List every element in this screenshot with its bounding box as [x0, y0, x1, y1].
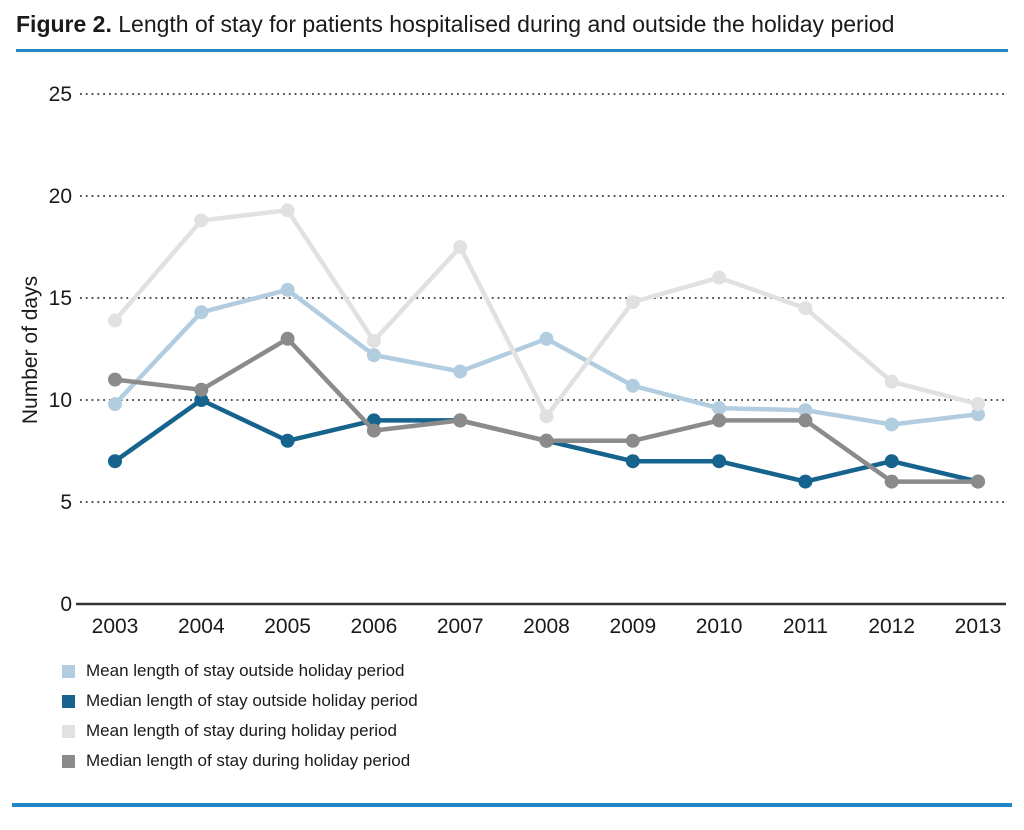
legend-item: Mean length of stay during holiday perio… — [62, 716, 418, 746]
y-tick-label: 25 — [49, 83, 72, 106]
data-point — [194, 213, 209, 228]
y-tick-label: 0 — [60, 593, 72, 616]
data-point — [194, 393, 209, 407]
data-point — [884, 374, 899, 389]
data-point — [625, 378, 640, 393]
data-point — [108, 397, 122, 412]
data-point — [453, 413, 468, 428]
y-axis-title: Number of days — [19, 275, 42, 425]
data-point — [280, 331, 295, 346]
legend-swatch-median-during — [62, 754, 75, 768]
legend-label: Mean length of stay during holiday perio… — [86, 721, 397, 740]
data-point — [712, 270, 727, 285]
x-tick-label: 2012 — [868, 615, 915, 638]
legend-swatch-mean-outside — [62, 664, 75, 678]
legend-swatch-median-outside — [62, 694, 75, 708]
legend-item: Mean length of stay outside holiday peri… — [62, 656, 418, 686]
x-tick-label: 2004 — [178, 615, 225, 638]
figure-title: Figure 2. Length of stay for patients ho… — [16, 9, 894, 39]
data-point — [280, 203, 295, 218]
chart-legend: Mean length of stay outside holiday peri… — [62, 656, 418, 776]
data-point — [884, 454, 899, 469]
data-point — [971, 407, 985, 422]
line-chart: 0 5 10 15 20 25 2003 2004 2005 2006 2007 2008 2009 20… — [49, 83, 1006, 638]
data-point — [712, 413, 727, 428]
x-tick-label: 2011 — [783, 615, 828, 638]
data-point — [712, 454, 727, 469]
legend-item: Median length of stay outside holiday pe… — [62, 686, 418, 716]
data-point — [194, 382, 209, 397]
data-point — [539, 433, 554, 448]
y-tick-label: 20 — [49, 185, 72, 208]
data-point — [453, 240, 468, 254]
data-point — [798, 403, 813, 418]
data-point — [453, 364, 468, 379]
x-tick-label: 2006 — [351, 615, 398, 638]
y-tick-label: 15 — [49, 287, 72, 310]
legend-label: Mean length of stay outside holiday peri… — [86, 661, 405, 680]
x-tick-label: 2009 — [609, 615, 656, 638]
data-point — [280, 282, 295, 297]
series-line-2 — [112, 208, 981, 419]
legend-item: Median length of stay during holiday per… — [62, 746, 418, 776]
data-point — [884, 417, 899, 432]
data-point — [194, 305, 209, 320]
legend-swatch-mean-during — [62, 724, 75, 738]
x-tick-label: 2003 — [92, 615, 139, 638]
data-point — [366, 423, 381, 438]
figure-number-label: Figure 2. — [16, 11, 112, 37]
x-tick-label: 2008 — [523, 615, 570, 638]
data-point — [625, 433, 640, 448]
data-point — [625, 295, 640, 310]
data-point — [539, 331, 554, 346]
data-point — [108, 454, 122, 469]
series-line-0 — [112, 287, 981, 427]
data-point — [625, 454, 640, 469]
legend-label: Median length of stay during holiday per… — [86, 751, 411, 770]
data-point — [366, 333, 381, 348]
figure-title-text: Length of stay for patients hospitalised… — [111, 11, 895, 37]
top-divider-rule — [16, 49, 1008, 52]
legend-label: Median length of stay outside holiday pe… — [86, 691, 418, 710]
x-tick-label: 2007 — [437, 615, 484, 638]
data-point — [884, 474, 899, 489]
bottom-divider-rule — [12, 803, 1012, 807]
data-point — [108, 372, 122, 387]
data-point — [971, 474, 985, 489]
data-point — [712, 401, 727, 416]
x-tick-label: 2005 — [264, 615, 311, 638]
data-point — [798, 474, 813, 489]
data-point — [971, 397, 985, 412]
y-tick-label: 10 — [49, 389, 72, 412]
x-tick-label: 2013 — [955, 615, 1002, 638]
data-point — [108, 313, 122, 328]
data-point — [280, 433, 295, 448]
y-tick-label: 5 — [60, 491, 72, 514]
data-point — [798, 301, 813, 316]
data-point — [798, 413, 813, 428]
data-point — [539, 409, 554, 424]
x-tick-label: 2010 — [696, 615, 743, 638]
data-point — [366, 348, 381, 363]
